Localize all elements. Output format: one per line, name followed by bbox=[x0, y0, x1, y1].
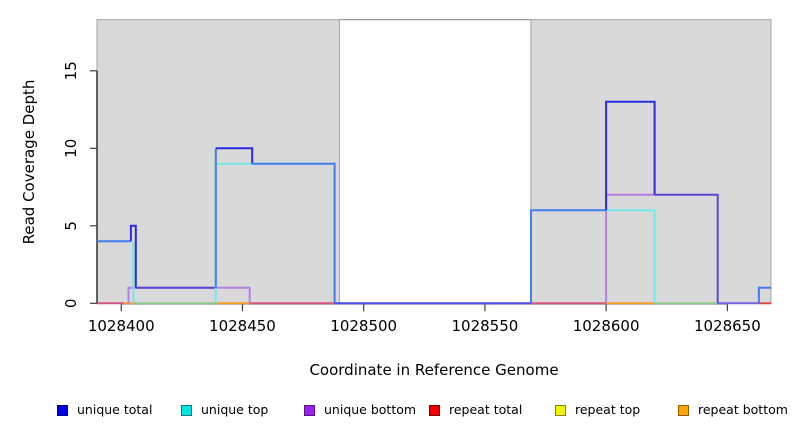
y-tick-label: 15 bbox=[62, 61, 80, 80]
legend-item: unique total bbox=[57, 402, 152, 418]
x-tick-label: 1028450 bbox=[209, 317, 276, 335]
legend: unique total unique top unique bottom repea… bbox=[0, 402, 792, 422]
legend-label: repeat top bbox=[575, 402, 641, 417]
x-tick-label: 1028600 bbox=[573, 317, 640, 335]
repeat-region-rect bbox=[96, 19, 340, 304]
x-tick-label: 1028650 bbox=[694, 317, 761, 335]
legend-item: repeat total bbox=[429, 402, 522, 418]
x-tick-label: 1028500 bbox=[330, 317, 397, 335]
x-tick-label: 1028400 bbox=[88, 317, 155, 335]
series-line bbox=[215, 147, 254, 164]
series-line bbox=[757, 286, 771, 304]
series-line bbox=[129, 224, 137, 288]
legend-label: repeat bottom bbox=[698, 402, 788, 417]
y-tick-label: 10 bbox=[62, 139, 80, 158]
legend-label: repeat total bbox=[449, 402, 523, 417]
legend-swatch bbox=[678, 404, 689, 416]
legend-swatch bbox=[181, 404, 192, 416]
legend-swatch bbox=[555, 404, 566, 416]
y-tick-label: 5 bbox=[62, 221, 80, 231]
legend-swatch bbox=[304, 404, 315, 416]
y-axis-label: Read Coverage Depth bbox=[20, 79, 38, 245]
legend-label: unique bottom bbox=[324, 402, 417, 417]
legend-item: repeat top bbox=[555, 402, 640, 418]
legend-swatch bbox=[429, 404, 440, 416]
series-line bbox=[606, 209, 656, 304]
legend-item: unique top bbox=[181, 402, 268, 418]
legend-item: repeat bottom bbox=[678, 402, 788, 418]
legend-label: unique total bbox=[77, 402, 153, 417]
series-line bbox=[252, 162, 336, 304]
legend-swatch bbox=[57, 404, 68, 416]
x-tick-label: 1028550 bbox=[452, 317, 519, 335]
series-line bbox=[605, 100, 656, 211]
series-line bbox=[654, 193, 719, 304]
legend-label: unique top bbox=[201, 402, 269, 417]
x-axis-label: Coordinate in Reference Genome bbox=[309, 361, 559, 379]
repeat-region-rect bbox=[530, 19, 772, 304]
legend-item: unique bottom bbox=[304, 402, 416, 418]
series-line bbox=[530, 209, 607, 304]
y-tick-label: 0 bbox=[62, 299, 80, 309]
